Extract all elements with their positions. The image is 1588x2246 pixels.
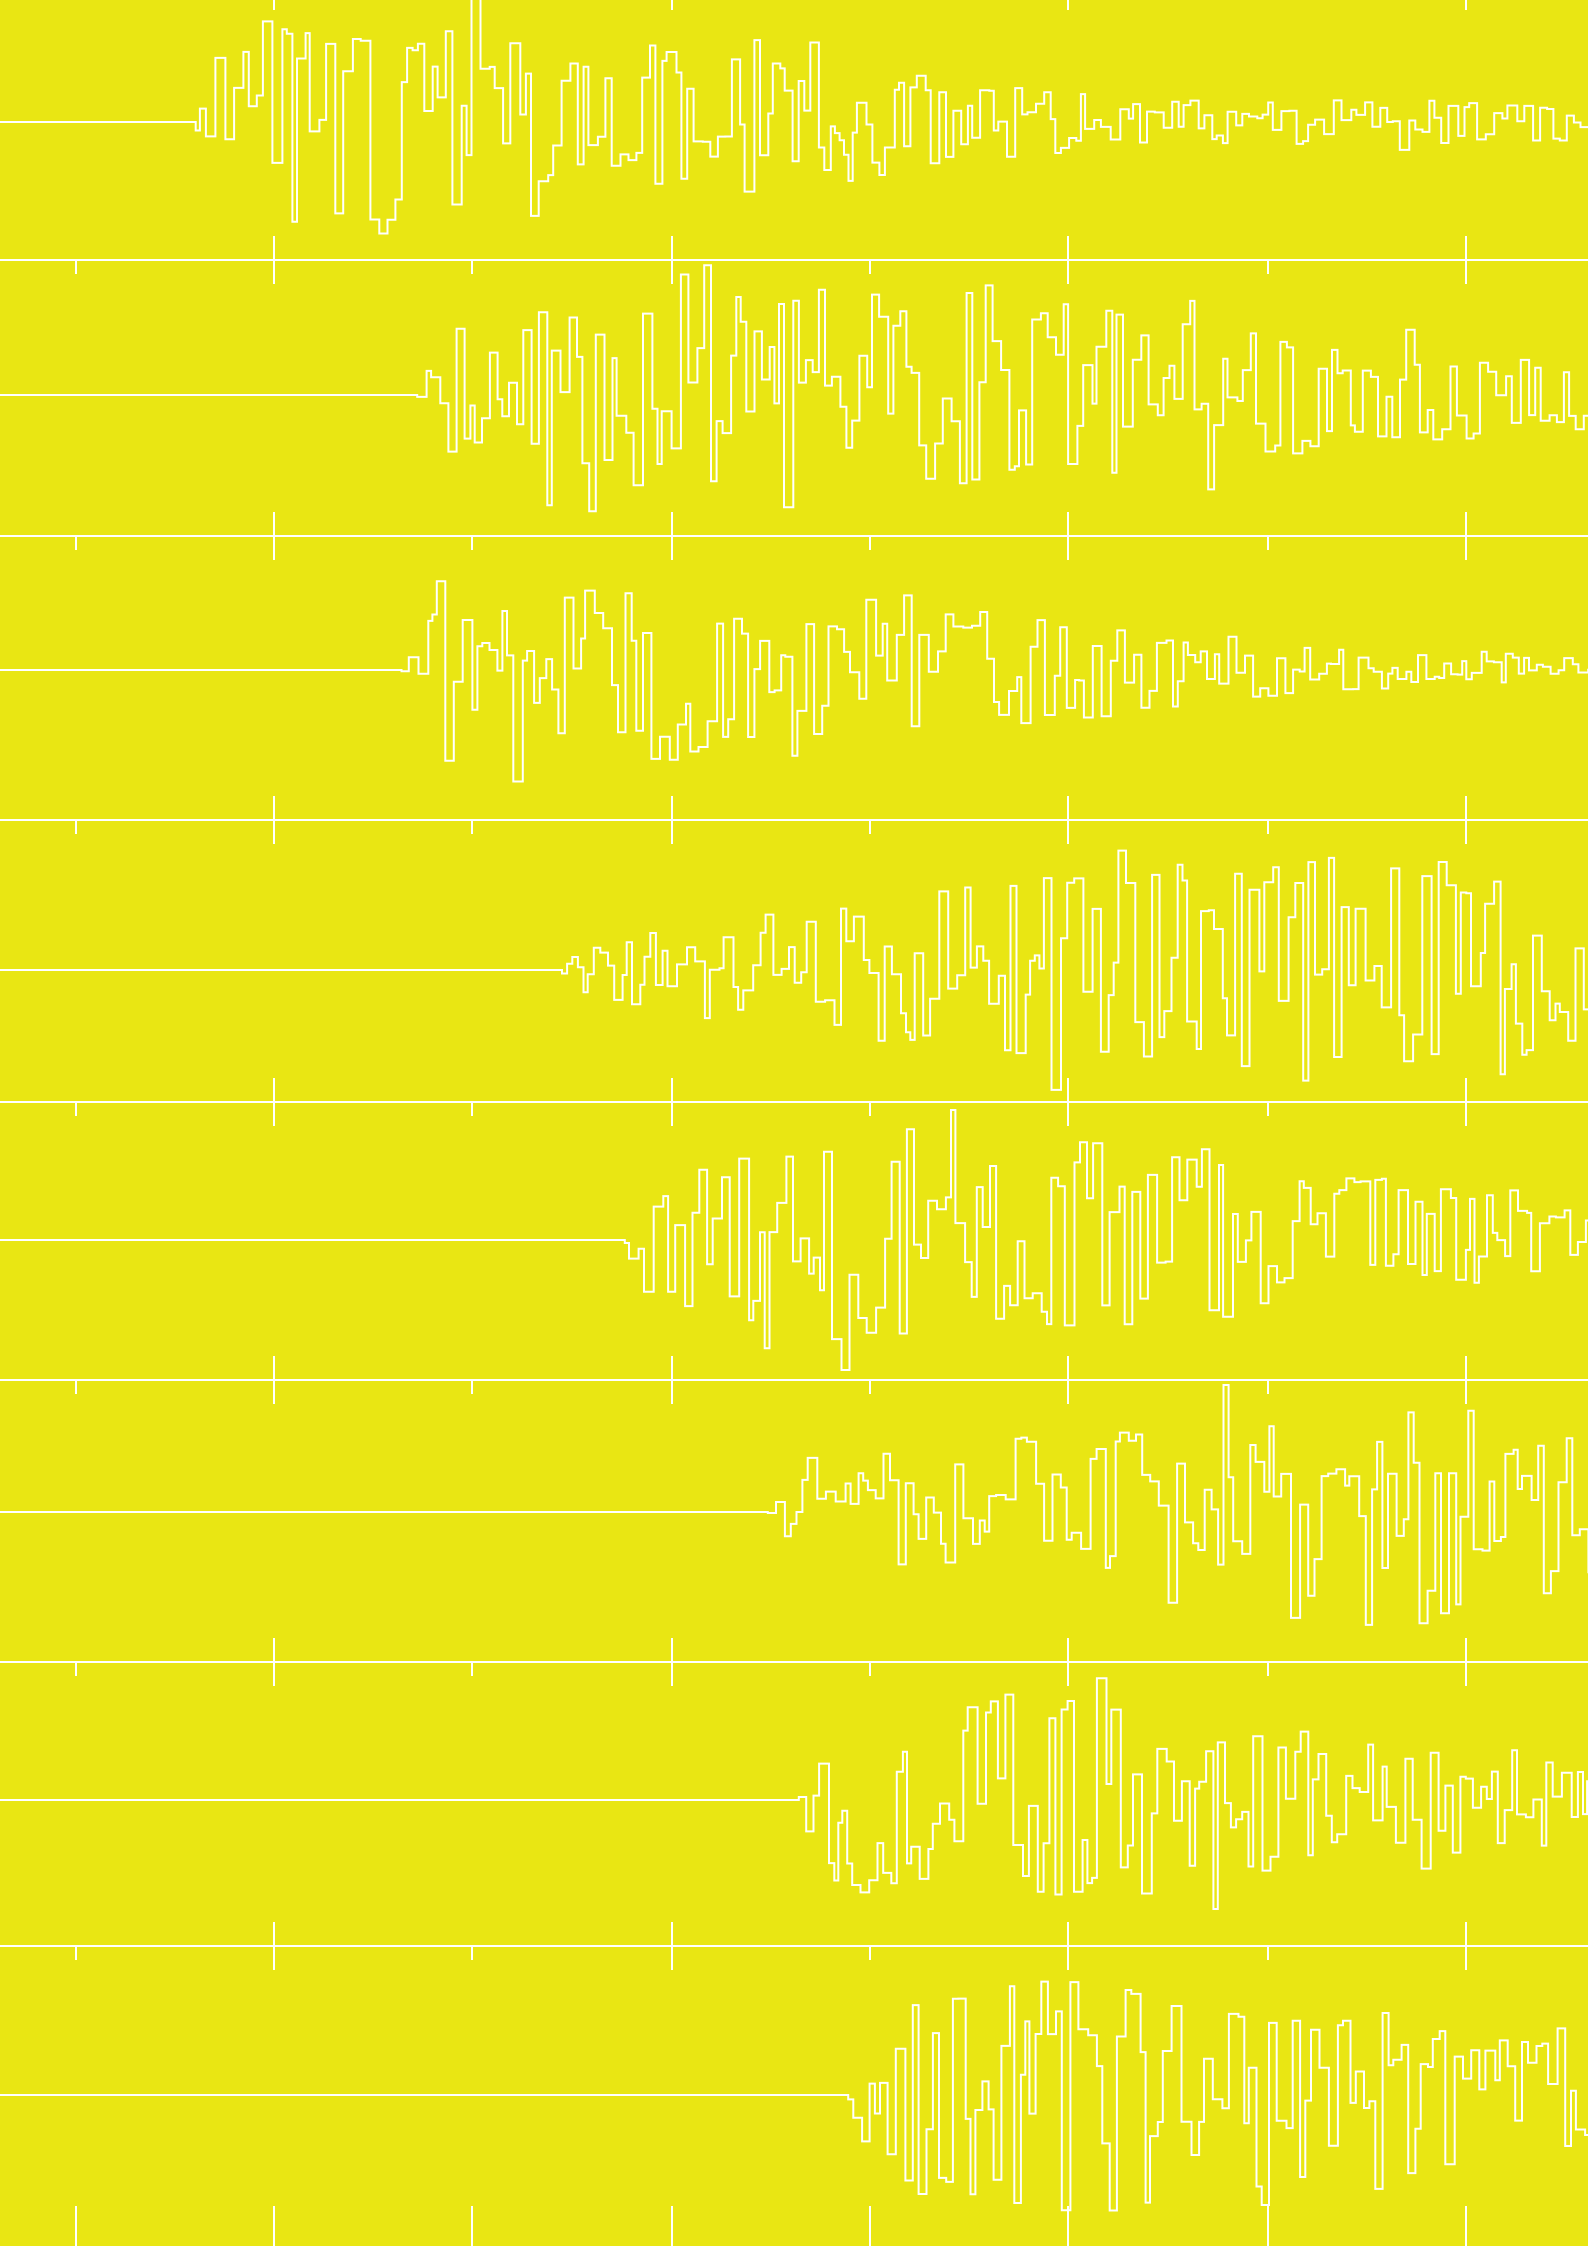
seismogram-trace-2 (0, 264, 1588, 513)
seismogram-trace-8 (0, 1980, 1588, 2212)
seismogram-trace-3 (0, 580, 1588, 783)
seismogram-trace-4 (0, 849, 1588, 1091)
seismogram-trace-6 (0, 1384, 1588, 1626)
seismogram-trace-1 (0, 0, 1588, 235)
seismogram-trace-7 (0, 1677, 1588, 1910)
seismogram-trace-5 (0, 1109, 1588, 1371)
